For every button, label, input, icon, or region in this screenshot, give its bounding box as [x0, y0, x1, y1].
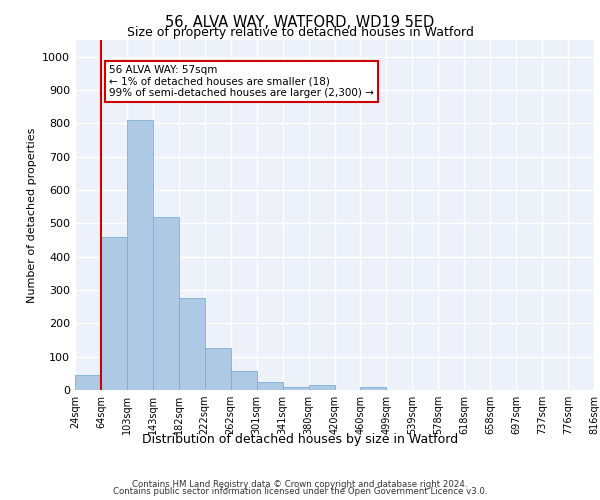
Text: Size of property relative to detached houses in Watford: Size of property relative to detached ho… [127, 26, 473, 39]
Text: Contains HM Land Registry data © Crown copyright and database right 2024.: Contains HM Land Registry data © Crown c… [132, 480, 468, 489]
Bar [361, 388, 386, 390]
Bar [231, 370, 257, 390]
Bar [179, 298, 205, 390]
Bar [153, 216, 179, 390]
Bar [205, 348, 230, 390]
Bar [308, 386, 335, 390]
Text: 56, ALVA WAY, WATFORD, WD19 5ED: 56, ALVA WAY, WATFORD, WD19 5ED [166, 15, 434, 30]
Bar [257, 382, 283, 390]
Bar [283, 386, 308, 390]
Bar [101, 236, 127, 390]
Text: Contains public sector information licensed under the Open Government Licence v3: Contains public sector information licen… [113, 487, 487, 496]
Bar [127, 120, 153, 390]
Bar [75, 375, 101, 390]
Text: Distribution of detached houses by size in Watford: Distribution of detached houses by size … [142, 432, 458, 446]
Text: 56 ALVA WAY: 57sqm
← 1% of detached houses are smaller (18)
99% of semi-detached: 56 ALVA WAY: 57sqm ← 1% of detached hous… [109, 65, 374, 98]
Y-axis label: Number of detached properties: Number of detached properties [26, 128, 37, 302]
